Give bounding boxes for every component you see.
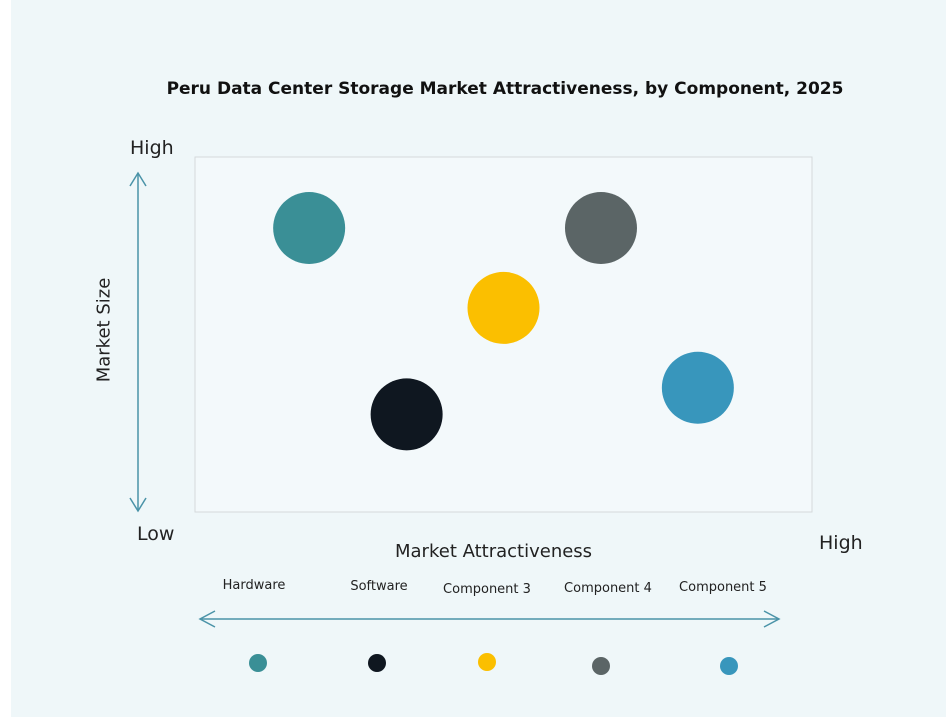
legend-label: Software [350,579,407,594]
x-high-label: High [819,532,863,554]
chart-title: Peru Data Center Storage Market Attracti… [166,79,844,99]
legend-label: Component 5 [679,580,767,595]
bubble-software [370,378,443,451]
legend-label: Component 4 [564,581,652,596]
low-label: Low [137,523,175,545]
legend-label: Component 3 [443,582,531,597]
y-axis-arrow [129,171,147,513]
bubble-component-3 [467,271,540,344]
legend-marker-hardware [249,654,267,672]
bubble-component-4 [564,192,637,264]
bubble-component-5 [661,351,734,424]
legend-marker-component-3 [478,653,496,671]
x-axis-label: Market Attractiveness [395,541,593,562]
legend-label: Hardware [223,578,286,593]
legend-marker-component-5 [720,657,738,675]
legend-marker-software [368,654,386,672]
y-high-label: High [130,137,174,159]
legend-marker-component-4 [592,657,610,675]
bubble-hardware [273,192,346,264]
legend-arrow [198,610,781,628]
